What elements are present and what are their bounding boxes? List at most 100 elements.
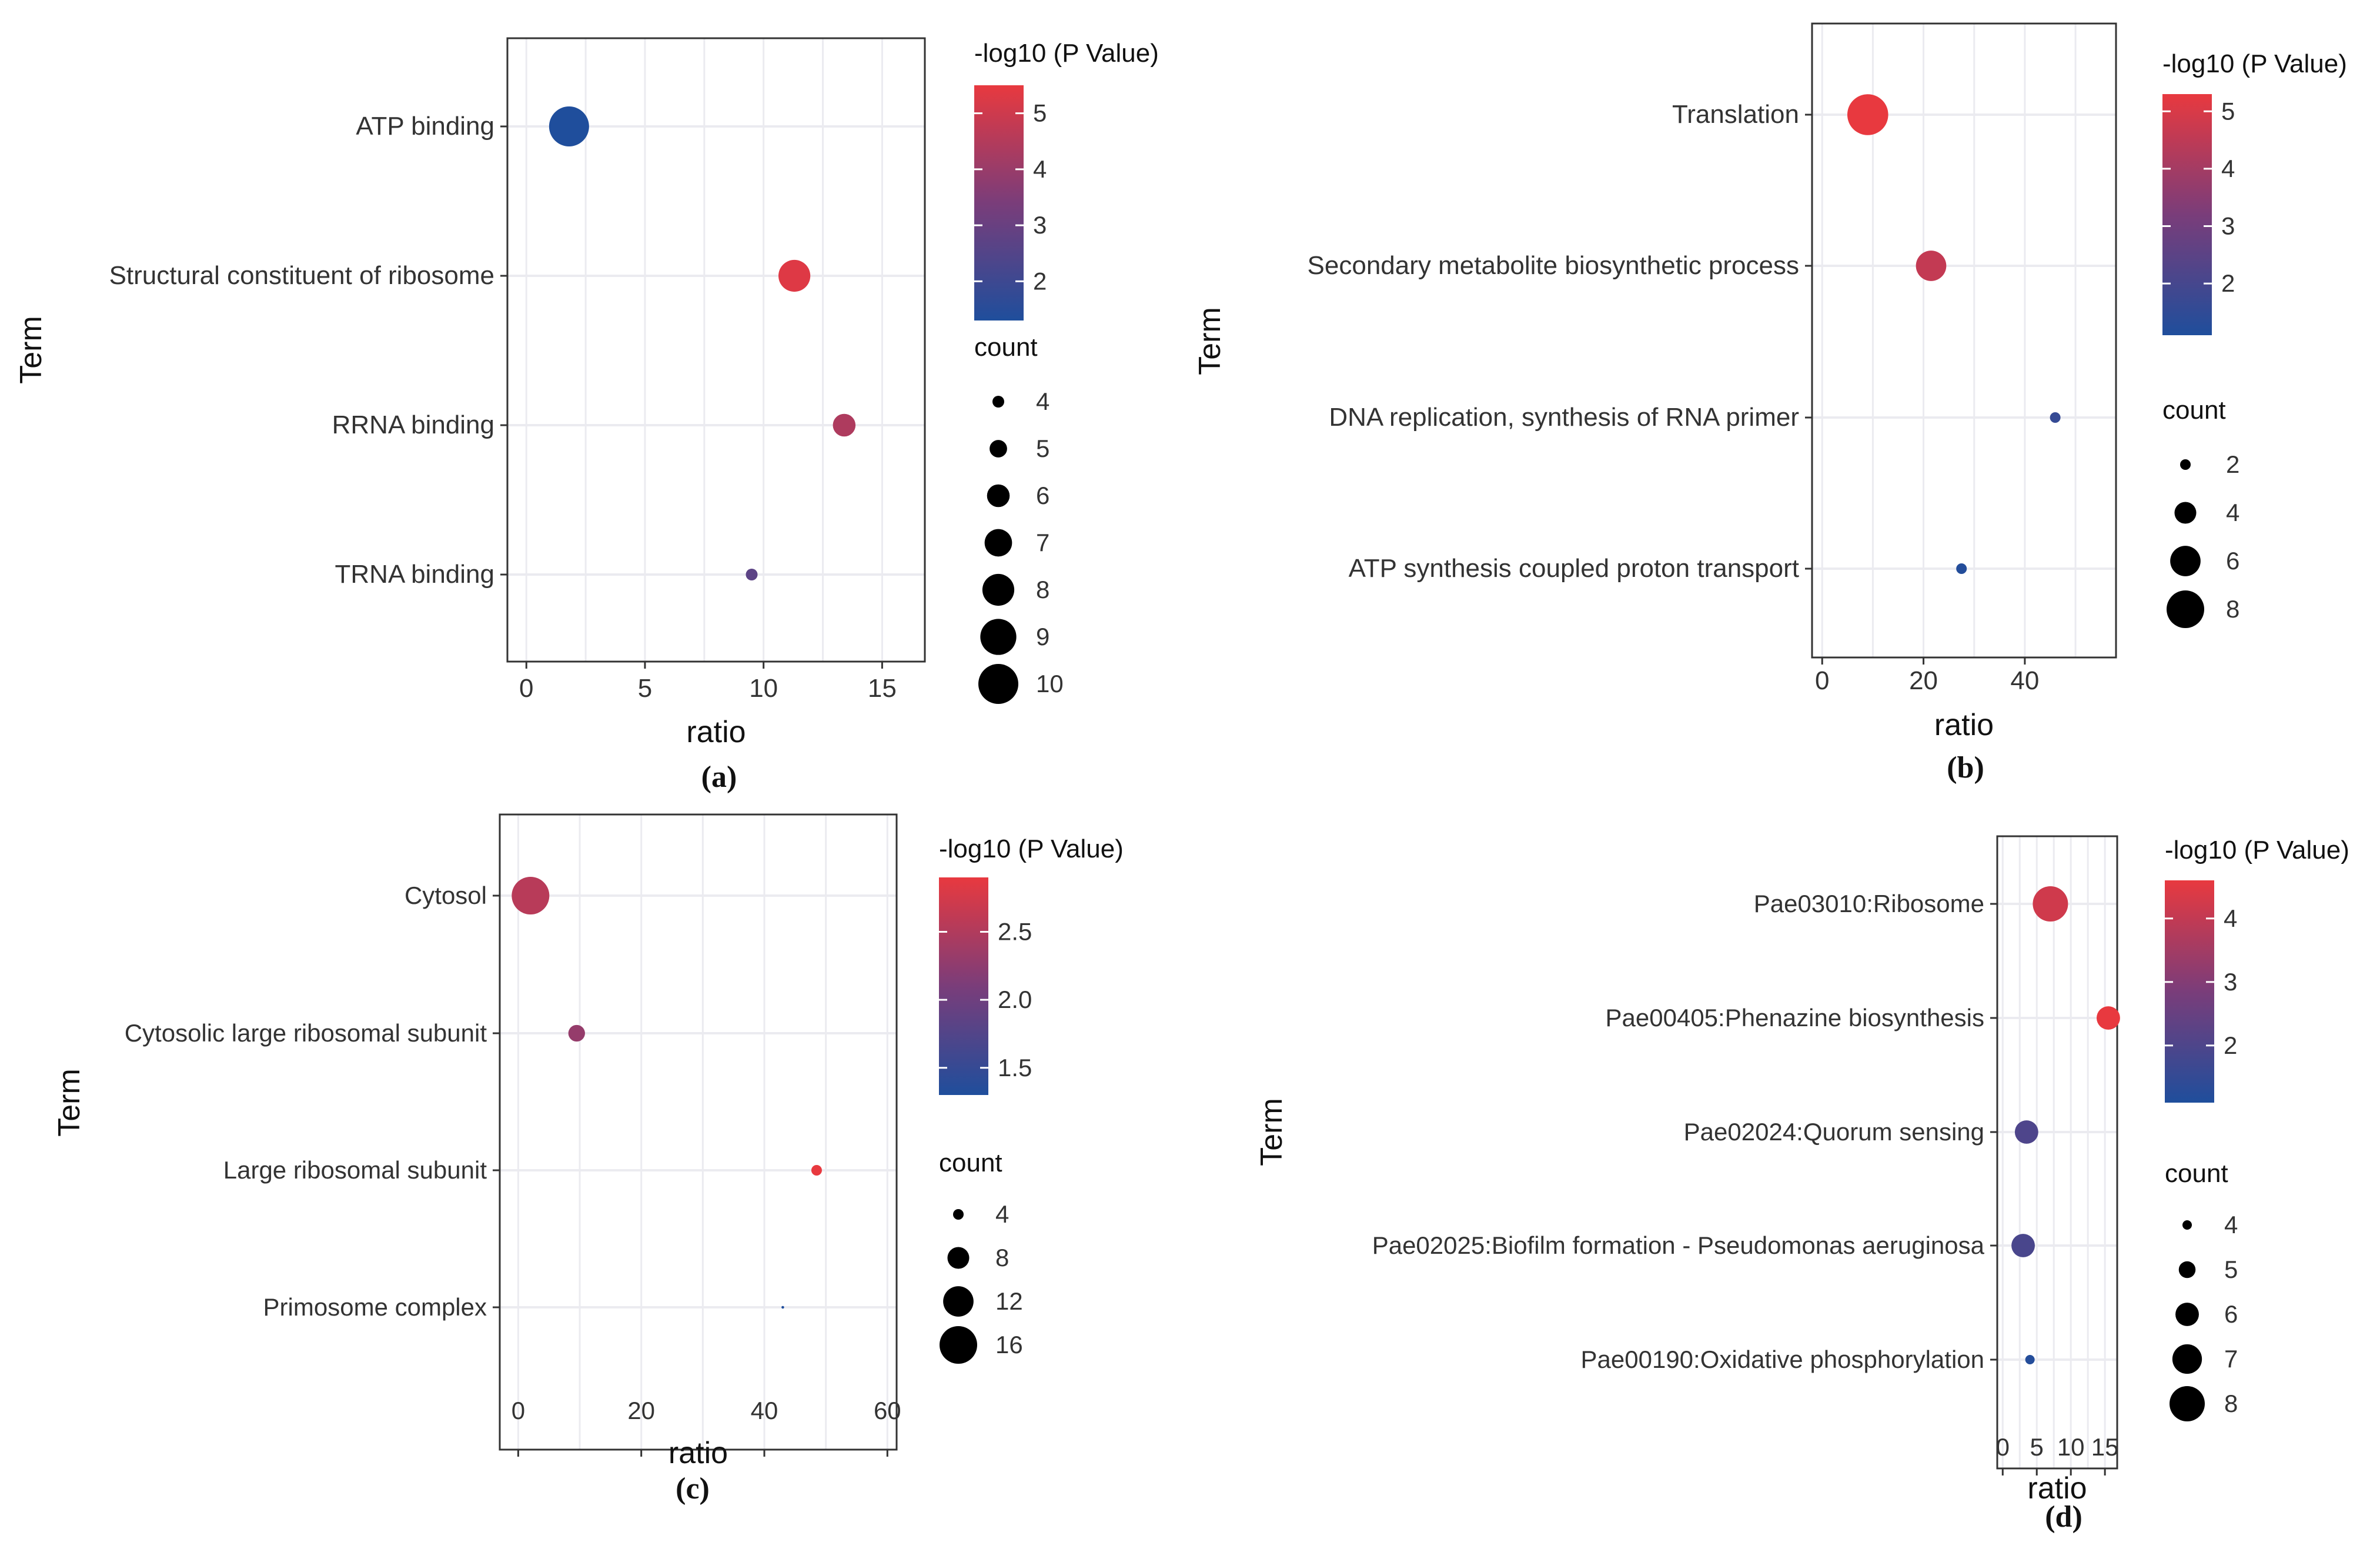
plot-border: [1996, 835, 2118, 1470]
size-legend-label: 8: [2224, 1390, 2238, 1417]
size-legend-label: 5: [2224, 1256, 2238, 1283]
color-bar-label: 2: [2224, 1031, 2237, 1059]
size-legend-title: count: [2165, 1159, 2228, 1188]
y-tick-label: ATP synthesis coupled proton transport: [1349, 554, 1799, 583]
panel-b: Translation Secondary metabolite biosynth…: [1193, 22, 2347, 742]
caption-c: (c): [676, 1472, 710, 1505]
x-axis-title: ratio: [686, 715, 746, 749]
size-legend-label: 4: [2226, 499, 2239, 526]
x-tick-label: 0: [512, 1397, 525, 1424]
color-legend-title: -log10 (P Value): [939, 834, 1124, 863]
y-tick-label: Primosome complex: [263, 1293, 487, 1321]
y-axis-title: Term: [52, 1069, 86, 1137]
color-legend-title: -log10 (P Value): [974, 39, 1159, 68]
size-legend-dot: [2178, 1261, 2196, 1278]
color-bar-label: 2.5: [998, 918, 1032, 946]
size-legend-label: 7: [1036, 529, 1049, 556]
size-legend-label: 8: [995, 1244, 1009, 1271]
color-bar-label: 3: [2221, 212, 2235, 240]
size-legend-dot: [984, 529, 1012, 557]
size-legend-label: 6: [2226, 547, 2239, 575]
data-point: [2050, 412, 2061, 423]
y-tick-label: Pae00190:Oxidative phosphorylation: [1581, 1346, 1984, 1373]
x-tick-label: 60: [874, 1397, 901, 1424]
x-tick-label: 0: [1996, 1433, 2010, 1461]
color-bar-label: 1.5: [998, 1054, 1032, 1081]
color-bar: [2162, 94, 2212, 335]
color-legend-title: -log10 (P Value): [2165, 836, 2349, 864]
data-point: [2014, 1120, 2038, 1144]
size-legend-label: 6: [2224, 1300, 2238, 1328]
y-tick-label: Pae03010:Ribosome: [1754, 890, 1984, 917]
x-tick-label: 0: [519, 674, 533, 703]
color-bar: [2165, 880, 2214, 1103]
size-legend-label: 4: [2224, 1211, 2238, 1238]
x-tick-label: 5: [2030, 1433, 2044, 1461]
color-bar-label: 4: [1033, 155, 1047, 183]
size-legend-dot: [2180, 459, 2191, 470]
plot-border: [506, 37, 926, 663]
color-bar: [939, 877, 988, 1095]
size-legend-label: 4: [1036, 388, 1049, 415]
caption-a: (a): [701, 760, 737, 794]
y-tick-label: Pae00405:Phenazine biosynthesis: [1606, 1004, 1984, 1031]
size-legend-label: 2: [2226, 450, 2239, 478]
plot-border: [1811, 22, 2117, 659]
y-tick-label: Secondary metabolite biosynthetic proces…: [1308, 251, 1799, 280]
size-legend-title: count: [2162, 396, 2226, 425]
color-bar-label: 3: [1033, 211, 1047, 239]
panel-d: Pae03010:Ribosome Pae00405:Phenazine bios…: [1255, 835, 2349, 1505]
size-legend-label: 16: [995, 1331, 1023, 1358]
size-legend-label: 7: [2224, 1345, 2238, 1373]
color-bar-label: 2: [1033, 267, 1047, 295]
color-bar-label: 2.0: [998, 986, 1032, 1013]
size-legend-dot: [982, 573, 1015, 606]
data-point: [549, 106, 589, 146]
data-point: [1956, 563, 1967, 574]
data-point: [781, 1306, 784, 1309]
size-legend-dot: [990, 440, 1007, 458]
x-tick-label: 5: [638, 674, 652, 703]
data-point: [2096, 1006, 2120, 1030]
plot-border: [499, 813, 898, 1451]
size-legend-dot: [987, 484, 1010, 508]
x-tick-label: 20: [1909, 666, 1938, 695]
data-point: [746, 569, 758, 580]
x-axis-title: ratio: [668, 1436, 728, 1470]
y-tick-label: Large ribosomal subunit: [223, 1156, 487, 1184]
y-tick-label: Structural constituent of ribosome: [109, 261, 494, 290]
y-tick-label: DNA replication, synthesis of RNA primer: [1329, 403, 1799, 432]
caption-b: (b): [1947, 751, 1984, 784]
color-bar-label: 4: [2221, 155, 2235, 182]
x-axis-title: ratio: [1934, 708, 1994, 742]
color-bar-label: 2: [2221, 269, 2235, 297]
color-bar-label: 4: [2224, 904, 2237, 932]
size-legend-label: 12: [995, 1287, 1023, 1315]
size-legend-label: 8: [1036, 576, 1049, 603]
color-bar-label: 3: [2224, 968, 2237, 996]
size-legend-dot: [943, 1286, 974, 1317]
x-tick-label: 10: [2057, 1433, 2085, 1461]
y-tick-label: Pae02024:Quorum sensing: [1684, 1118, 1984, 1146]
data-point: [568, 1024, 585, 1042]
data-point: [2011, 1234, 2035, 1257]
size-legend-dot: [940, 1326, 977, 1364]
size-legend-label: 10: [1036, 670, 1064, 697]
data-point: [833, 413, 856, 437]
y-tick-label: Cytosolic large ribosomal subunit: [125, 1019, 487, 1047]
size-legend-title: count: [974, 333, 1038, 362]
y-tick-label: ATP binding: [356, 112, 494, 141]
x-tick-label: 10: [749, 674, 778, 703]
panel-a: ATP binding Structural constituent of rib…: [14, 37, 1159, 749]
size-legend-dot: [953, 1209, 964, 1220]
color-legend-title: -log10 (P Value): [2162, 49, 2347, 78]
x-tick-label: 40: [751, 1397, 778, 1424]
y-axis-title: Term: [14, 316, 48, 384]
size-legend-dot: [992, 396, 1004, 408]
size-legend-label: 8: [2226, 595, 2239, 623]
color-bar: [974, 85, 1024, 321]
size-legend-label: 4: [995, 1200, 1009, 1228]
x-tick-label: 0: [1815, 666, 1829, 695]
caption-d: (d): [2045, 1500, 2082, 1534]
